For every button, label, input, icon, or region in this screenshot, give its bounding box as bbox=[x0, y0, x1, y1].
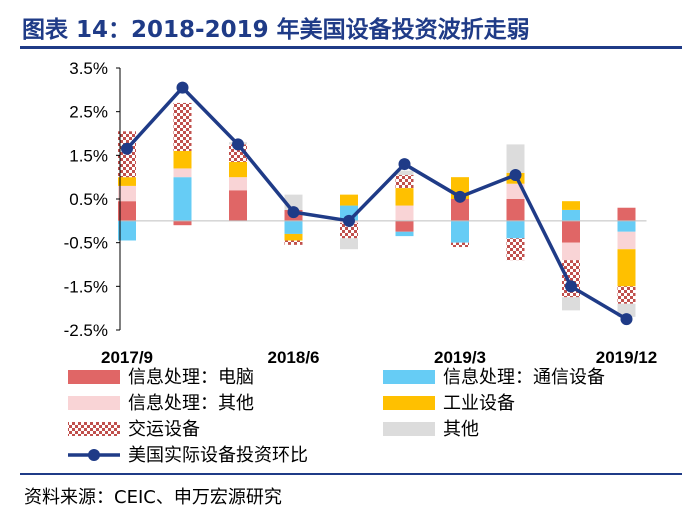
bar-communication bbox=[284, 220, 303, 234]
x-tick-label: 2019/3 bbox=[434, 348, 486, 367]
legend-swatch-marker bbox=[88, 449, 100, 461]
bar-info_other bbox=[562, 242, 580, 261]
y-tick-label: -0.5% bbox=[64, 234, 108, 253]
bar-communication bbox=[617, 220, 636, 232]
legend-swatch-computers bbox=[68, 370, 120, 384]
x-tick-label: 2017/9 bbox=[101, 348, 153, 367]
bar-industrial bbox=[284, 233, 303, 241]
bar-transportation bbox=[340, 223, 358, 239]
legend-label: 美国实际设备投资环比 bbox=[128, 445, 308, 466]
bar-info_other bbox=[617, 231, 636, 250]
bar-computers bbox=[451, 199, 469, 221]
bar-communication bbox=[395, 231, 414, 237]
y-tick-label: 1.5% bbox=[69, 146, 108, 165]
line-point bbox=[176, 81, 189, 94]
bar-other bbox=[617, 303, 636, 317]
source-note: 资料来源：CEIC、申万宏源研究 bbox=[24, 487, 282, 508]
legend-label: 其他 bbox=[443, 419, 479, 440]
x-tick-label: 2019/12 bbox=[596, 348, 657, 367]
line-point bbox=[398, 158, 411, 171]
legend-label: 交运设备 bbox=[128, 419, 200, 440]
title-rule bbox=[20, 46, 682, 49]
y-tick-label: 2.5% bbox=[69, 103, 108, 122]
bar-other bbox=[340, 238, 358, 250]
line-point bbox=[287, 206, 300, 219]
bar-industrial bbox=[617, 249, 636, 287]
bar-industrial bbox=[118, 177, 136, 186]
bar-communication bbox=[118, 220, 136, 241]
bar-computers bbox=[229, 190, 247, 221]
legend-label: 信息处理：通信设备 bbox=[443, 367, 605, 388]
line-point bbox=[454, 190, 466, 203]
bar-computers bbox=[506, 199, 525, 221]
bar-other bbox=[506, 144, 525, 173]
bar-computers bbox=[395, 220, 414, 232]
bar-info_other bbox=[118, 185, 136, 202]
legend-swatch-industrial bbox=[383, 396, 435, 410]
bar-computers bbox=[617, 207, 636, 221]
bar-industrial bbox=[340, 194, 358, 206]
y-tick-label: 3.5% bbox=[69, 59, 108, 78]
legend-label: 信息处理：其他 bbox=[128, 393, 254, 414]
y-tick-label: 0.5% bbox=[69, 190, 108, 209]
y-tick-label: -2.5% bbox=[64, 321, 108, 340]
bar-communication bbox=[173, 177, 192, 221]
bar-communication bbox=[506, 220, 525, 239]
y-axis: 3.5% 2.5% 1.5% 0.5% -0.5% -1.5% -2.5% bbox=[64, 59, 121, 340]
bar-industrial bbox=[173, 150, 192, 169]
line-point bbox=[620, 313, 633, 326]
y-tick-label: -1.5% bbox=[64, 277, 108, 296]
bar-transportation bbox=[506, 238, 525, 261]
line-point bbox=[343, 214, 355, 227]
chart: 3.5%2.5%1.5%0.5%-0.5%-1.5%-2.5% 2017/9 20… bbox=[64, 59, 658, 466]
line-point bbox=[121, 142, 133, 155]
bar-industrial bbox=[562, 201, 580, 210]
x-axis: 2017/9 2018/6 2019/3 2019/12 bbox=[101, 348, 657, 367]
line-point bbox=[509, 168, 522, 181]
bar-transportation bbox=[617, 286, 636, 304]
chart-title: 图表 14：2018-2019 年美国设备投资波折走弱 bbox=[22, 17, 530, 43]
legend-label: 信息处理：电脑 bbox=[128, 367, 254, 388]
bar-computers bbox=[173, 220, 192, 226]
bar-info_other bbox=[395, 205, 414, 221]
legend-swatch-info_other bbox=[68, 396, 120, 410]
bar-computers bbox=[118, 201, 136, 221]
bar-other bbox=[562, 297, 580, 311]
bar-transportation bbox=[451, 242, 469, 248]
bar-industrial bbox=[229, 161, 247, 178]
legend-swatch-other bbox=[383, 422, 435, 436]
plot-area bbox=[118, 81, 647, 326]
bar-info_other bbox=[229, 177, 247, 191]
source-rule bbox=[20, 473, 682, 475]
bar-communication bbox=[562, 209, 580, 221]
x-tick-label: 2018/6 bbox=[268, 348, 320, 367]
bar-info_other bbox=[173, 168, 192, 178]
legend-label: 工业设备 bbox=[443, 393, 515, 414]
bar-industrial bbox=[395, 188, 414, 206]
bar-other bbox=[395, 170, 414, 175]
line-series bbox=[125, 85, 628, 321]
line-point bbox=[232, 138, 244, 151]
bar-transportation bbox=[395, 174, 414, 189]
legend-swatch-transportation bbox=[68, 422, 120, 436]
line-point bbox=[565, 280, 577, 293]
bar-computers bbox=[562, 220, 580, 243]
legend-swatch-communication bbox=[383, 370, 435, 384]
bar-transportation bbox=[173, 102, 192, 151]
bar-communication bbox=[451, 220, 469, 243]
bar-transportation bbox=[284, 240, 303, 245]
